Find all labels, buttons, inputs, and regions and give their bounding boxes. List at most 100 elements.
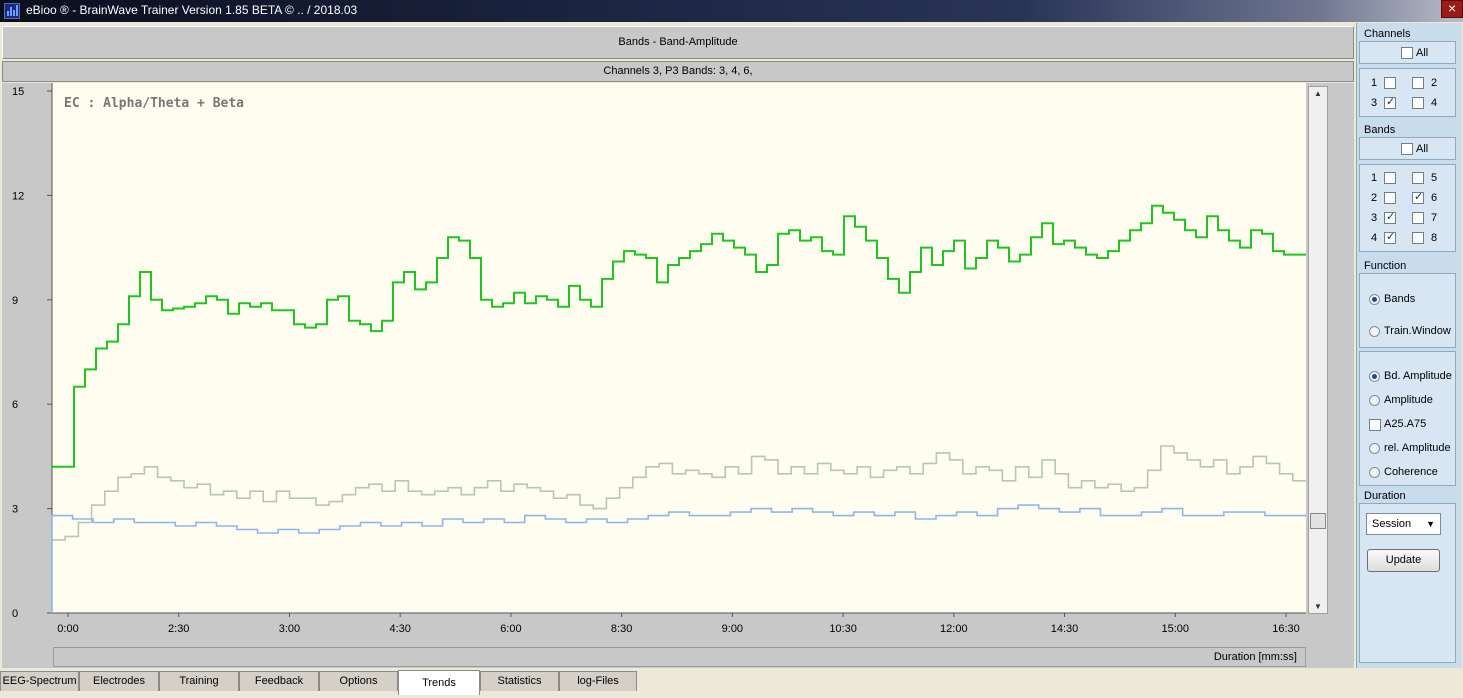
- function-mode-box: Bands Train.Window: [1359, 273, 1456, 348]
- band-2-label: 2: [1371, 192, 1378, 204]
- series-line-3: [51, 504, 1306, 613]
- band-3-label: 3: [1371, 212, 1378, 224]
- channels-all-checkbox[interactable]: [1401, 47, 1413, 59]
- x-tick-label: 8:30: [611, 623, 632, 635]
- channels-all-box: All: [1359, 41, 1456, 64]
- bands-radio-label: Bands: [1384, 293, 1416, 305]
- y-tick-label: 6: [12, 399, 18, 411]
- y-tick-label: 15: [12, 86, 24, 98]
- x-tick-label: 10:30: [829, 623, 857, 635]
- channels-all-label: All: [1416, 47, 1429, 59]
- channels-title: Channels: [1364, 28, 1411, 40]
- bands-all-label: All: [1416, 143, 1429, 155]
- channel-3-checkbox[interactable]: [1384, 95, 1396, 109]
- tab-electrodes[interactable]: Electrodes: [79, 671, 159, 691]
- tab-trends[interactable]: Trends: [398, 670, 480, 695]
- band-8-label: 8: [1431, 232, 1438, 244]
- x-tick-label: 6:00: [500, 623, 521, 635]
- function-type-box: Bd. Amplitude Amplitude A25.A75 rel. Amp…: [1359, 351, 1456, 486]
- window-title: eBioo ® - BrainWave Trainer Version 1.85…: [26, 3, 358, 17]
- y-tick-label: 9: [12, 295, 18, 307]
- channel-1-checkbox[interactable]: [1384, 77, 1396, 89]
- duration-select[interactable]: Session ▼: [1366, 513, 1441, 535]
- chart-header-mode: Bands - Band-Amplitude: [2, 26, 1354, 59]
- scroll-down-icon[interactable]: ▼: [1314, 602, 1322, 611]
- tab-eeg-spectrum[interactable]: EEG-Spectrum: [0, 671, 79, 691]
- app-icon: [4, 3, 20, 19]
- trend-chart: EC : Alpha/Theta + Beta 0 3 6 9 12 15 0:00 2:3…: [12, 83, 1306, 635]
- update-button[interactable]: Update: [1367, 549, 1440, 572]
- x-tick-label: 2:30: [168, 623, 189, 635]
- x-tick-label: 0:00: [57, 623, 78, 635]
- x-axis-title: Duration [mm:ss]: [53, 647, 1306, 667]
- x-tick-label: 3:00: [279, 623, 300, 635]
- duration-title: Duration: [1364, 490, 1406, 502]
- x-tick-label: 12:00: [940, 623, 968, 635]
- channel-2-checkbox[interactable]: [1412, 77, 1424, 89]
- chart-title: EC : Alpha/Theta + Beta: [64, 96, 244, 111]
- bands-all-checkbox[interactable]: [1401, 143, 1413, 155]
- band-2-checkbox[interactable]: [1384, 192, 1396, 204]
- band-4-label: 4: [1371, 232, 1378, 244]
- x-tick-label: 9:00: [722, 623, 743, 635]
- bands-radio[interactable]: [1369, 294, 1380, 305]
- a25-a75-label: A25.A75: [1384, 418, 1427, 430]
- trend-chart-area: EC : Alpha/Theta + Beta 0 3 6 9 12 15 0:00 2:3…: [2, 83, 1354, 668]
- train-window-radio[interactable]: [1369, 326, 1380, 337]
- band-8-checkbox[interactable]: [1412, 232, 1424, 244]
- bands-all-box: All: [1359, 137, 1456, 160]
- amplitude-radio[interactable]: [1369, 395, 1380, 406]
- coherence-label: Coherence: [1384, 466, 1438, 478]
- tab-log-files[interactable]: log-Files: [559, 671, 637, 691]
- duration-select-value: Session: [1372, 518, 1412, 530]
- band-5-label: 5: [1431, 172, 1438, 184]
- channel-2-label: 2: [1431, 77, 1438, 89]
- x-tick-label: 14:30: [1051, 623, 1079, 635]
- y-tick-label: 0: [12, 608, 18, 620]
- band-1-checkbox[interactable]: [1384, 172, 1396, 184]
- x-tick-label: 16:30: [1272, 623, 1300, 635]
- y-tick-label: 12: [12, 190, 24, 202]
- a25-a75-checkbox[interactable]: [1369, 419, 1381, 431]
- amplitude-label: Amplitude: [1384, 394, 1433, 406]
- rel-amplitude-radio[interactable]: [1369, 443, 1380, 454]
- chart-vertical-scrollbar[interactable]: ▲ ▼: [1308, 86, 1328, 614]
- series-line-1: [51, 204, 1306, 468]
- channel-4-checkbox[interactable]: [1412, 97, 1424, 109]
- scroll-up-icon[interactable]: ▲: [1314, 89, 1322, 98]
- rel-amplitude-label: rel. Amplitude: [1384, 442, 1451, 454]
- bands-grid: 1 5 2 6 3 7 4 8: [1359, 164, 1456, 252]
- chevron-down-icon: ▼: [1426, 519, 1435, 529]
- coherence-radio[interactable]: [1369, 467, 1380, 478]
- function-title: Function: [1364, 260, 1407, 272]
- band-3-checkbox[interactable]: [1384, 210, 1396, 224]
- bands-title: Bands: [1364, 124, 1396, 136]
- tab-statistics[interactable]: Statistics: [480, 671, 559, 691]
- title-bar: eBioo ® - BrainWave Trainer Version 1.85…: [0, 0, 1463, 22]
- chart-header-channels: Channels 3, P3 Bands: 3, 4, 6,: [2, 61, 1354, 82]
- band-1-label: 1: [1371, 172, 1378, 184]
- channel-4-label: 4: [1431, 97, 1438, 109]
- channel-3-label: 3: [1371, 97, 1378, 109]
- band-5-checkbox[interactable]: [1412, 172, 1424, 184]
- band-6-checkbox[interactable]: [1412, 190, 1424, 204]
- tab-feedback[interactable]: Feedback: [239, 671, 319, 691]
- train-window-label: Train.Window: [1384, 325, 1451, 337]
- band-4-checkbox[interactable]: [1384, 230, 1396, 244]
- tab-options[interactable]: Options: [319, 671, 398, 691]
- bd-amplitude-label: Bd. Amplitude: [1384, 370, 1452, 382]
- close-button[interactable]: [1441, 0, 1463, 18]
- bd-amplitude-radio[interactable]: [1369, 371, 1380, 382]
- y-tick-label: 3: [12, 504, 18, 516]
- series-line-2: [51, 445, 1306, 541]
- band-6-label: 6: [1431, 192, 1438, 204]
- scroll-thumb[interactable]: [1310, 513, 1326, 529]
- x-tick-label: 15:00: [1162, 623, 1190, 635]
- plot-background: [52, 83, 1306, 613]
- x-tick-label: 4:30: [389, 623, 410, 635]
- band-7-checkbox[interactable]: [1412, 212, 1424, 224]
- tab-training[interactable]: Training: [159, 671, 239, 691]
- tab-bar: EEG-Spectrum Electrodes Training Feedback Op…: [0, 670, 1463, 698]
- band-7-label: 7: [1431, 212, 1438, 224]
- channel-1-label: 1: [1371, 77, 1378, 89]
